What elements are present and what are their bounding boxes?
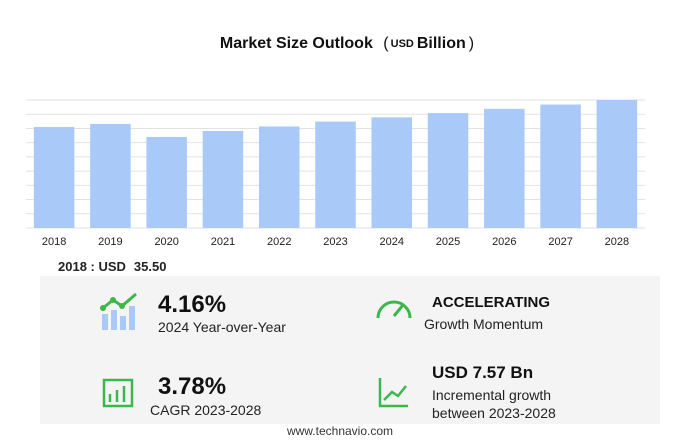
base-year-label: 2018 : USD — [58, 259, 126, 274]
base-year: 2018 : USD 35.50 — [58, 259, 166, 274]
x-tick-label: 2019 — [98, 236, 122, 248]
footer: www.technavio.com — [286, 424, 394, 438]
metric-label: Growth Momentum — [424, 316, 544, 332]
x-tick-label: 2023 — [323, 236, 347, 248]
metric-value: ACCELERATING — [432, 294, 551, 311]
bar — [90, 123, 131, 228]
bar — [484, 108, 525, 228]
metric-label: Incremental growth — [432, 387, 552, 403]
metric-label: 2024 Year-over-Year — [158, 319, 286, 335]
bar — [202, 131, 244, 228]
bar — [315, 121, 356, 228]
bar — [146, 136, 187, 228]
bar — [371, 117, 413, 228]
metric-value: 4.16% — [158, 291, 227, 318]
stats-panel — [40, 276, 660, 424]
unit: USD — [391, 38, 414, 50]
bar — [596, 100, 638, 228]
x-tick-label: 2018 — [42, 236, 66, 248]
x-tick-label: 2020 — [154, 236, 178, 248]
x-tick-label: 2022 — [267, 236, 291, 248]
metric-label: CAGR 2023-2028 — [150, 402, 262, 418]
chart: Market Size Outlook (USD Billion) 2018 : … — [26, 35, 645, 274]
bar — [427, 113, 469, 228]
chart-title: Market Size Outlook (USD Billion) — [220, 35, 474, 52]
x-tick-label: 2025 — [436, 236, 460, 248]
metric-value: USD 7.57 Bn — [432, 363, 534, 382]
unit: ( — [383, 35, 389, 52]
unit: Billion — [417, 35, 466, 52]
x-tick-label: 2027 — [548, 236, 572, 248]
x-tick-label: 2024 — [380, 236, 404, 248]
bar — [258, 126, 300, 228]
base-year-value: 35.50 — [134, 259, 167, 274]
x-tick-label: 2026 — [492, 236, 516, 248]
x-tick-label: 2028 — [605, 236, 629, 248]
bar — [540, 104, 581, 228]
x-tick-label: 2021 — [211, 236, 235, 248]
bar — [33, 127, 75, 228]
metric-value: 3.78% — [158, 373, 227, 400]
unit: ) — [469, 35, 474, 52]
title-text: Market Size Outlook — [220, 35, 373, 52]
metric-label: between 2023-2028 — [432, 405, 556, 421]
